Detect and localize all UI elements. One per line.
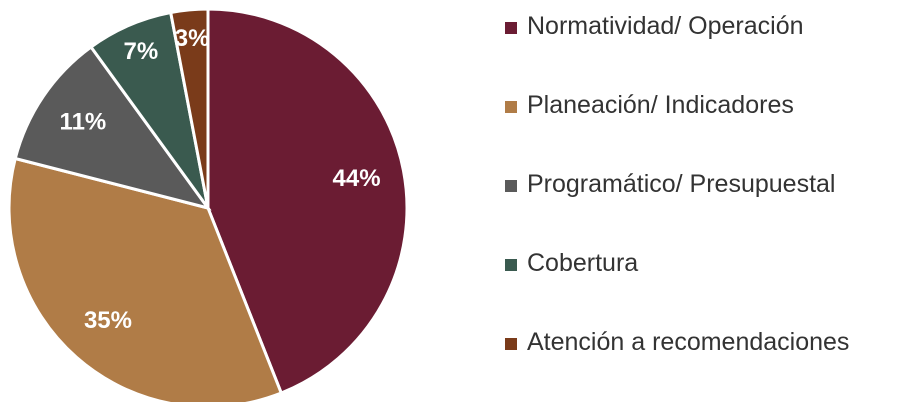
- slice-label: 3%: [175, 25, 210, 52]
- pie-slice: [168, 7, 210, 209]
- legend: Normatividad/ Operación Planeación/ Indic…: [505, 12, 905, 407]
- slice-label: 7%: [123, 38, 158, 65]
- slice-label: 44%: [333, 165, 381, 192]
- slice-label: 11%: [60, 108, 107, 135]
- legend-label: Cobertura: [527, 249, 639, 277]
- legend-label: Planeación/ Indicadores: [527, 91, 794, 119]
- legend-label: Atención a recomendaciones: [527, 328, 850, 356]
- pie-slice: [7, 156, 284, 402]
- pie-slice: [206, 7, 409, 395]
- legend-swatch: [505, 180, 517, 192]
- legend-swatch: [505, 338, 517, 350]
- legend-label: Programático/ Presupuestal: [527, 170, 836, 198]
- pie-slice: [13, 44, 212, 211]
- slice-label: 35%: [84, 307, 132, 334]
- legend-swatch: [505, 22, 517, 34]
- legend-swatch: [505, 101, 517, 113]
- legend-label: Normatividad/ Operación: [527, 12, 804, 40]
- legend-item: Programático/ Presupuestal: [505, 170, 905, 249]
- legend-item: Atención a recomendaciones: [505, 328, 905, 407]
- pie: 44% 35% 11% 7% 3%: [7, 7, 409, 402]
- legend-item: Normatividad/ Operación: [505, 12, 905, 91]
- legend-swatch: [505, 259, 517, 271]
- legend-item: Planeación/ Indicadores: [505, 91, 905, 170]
- legend-item: Cobertura: [505, 249, 905, 328]
